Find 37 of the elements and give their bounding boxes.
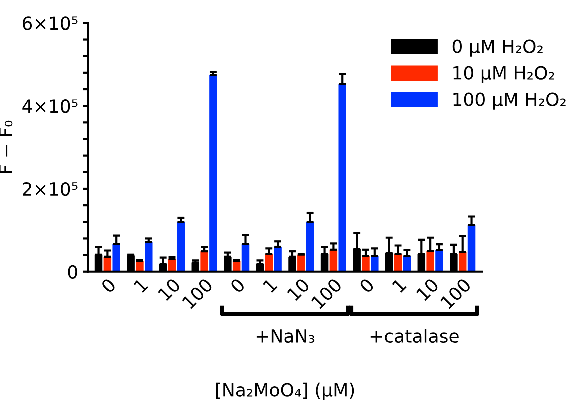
bar bbox=[200, 252, 208, 272]
bar bbox=[338, 84, 346, 272]
bar bbox=[177, 222, 186, 272]
text: +catalase bbox=[370, 329, 459, 344]
y-tick-label: 4×10⁵ bbox=[22, 100, 78, 114]
x-tick-label: 0 bbox=[230, 278, 246, 294]
bar bbox=[306, 222, 314, 272]
bar bbox=[298, 254, 306, 272]
bar bbox=[371, 256, 379, 272]
x-tick-label: 10 bbox=[286, 278, 310, 302]
x-tick-label: 10 bbox=[416, 278, 440, 302]
x-tick-label: 1 bbox=[134, 278, 148, 294]
bar bbox=[210, 75, 218, 272]
legend-label: 100 μM H₂O₂ bbox=[454, 92, 566, 110]
x-tick-label: 100 bbox=[182, 278, 214, 310]
y-tick-label: 6×10⁵ bbox=[23, 16, 78, 30]
bar bbox=[468, 225, 476, 272]
text: +NaN₃ bbox=[256, 330, 315, 344]
bar bbox=[436, 250, 444, 272]
x-tick-label: 0 bbox=[358, 278, 376, 294]
y-tick-label: 0 bbox=[68, 265, 78, 279]
bar bbox=[362, 256, 370, 272]
x-tick-label: 10 bbox=[158, 278, 182, 302]
bar bbox=[145, 242, 153, 272]
x-tick-label: 100 bbox=[310, 278, 343, 310]
bar bbox=[426, 251, 434, 272]
x-tick-label: 1 bbox=[262, 278, 278, 294]
x-tick-label: 100 bbox=[440, 278, 472, 310]
x-axis-title: [Na₂MoO₄] (μM) bbox=[216, 382, 354, 400]
legend-label: 0 μM H₂O₂ bbox=[452, 40, 543, 57]
legend-label: 10 μM H₂O₂ bbox=[454, 66, 554, 84]
y-tick-label: 2×10⁵ bbox=[23, 182, 78, 196]
x-tick-label: 1 bbox=[392, 278, 407, 294]
bar bbox=[112, 244, 120, 272]
bar bbox=[242, 244, 250, 272]
x-tick-label: 0 bbox=[100, 278, 117, 294]
bar bbox=[274, 247, 282, 272]
